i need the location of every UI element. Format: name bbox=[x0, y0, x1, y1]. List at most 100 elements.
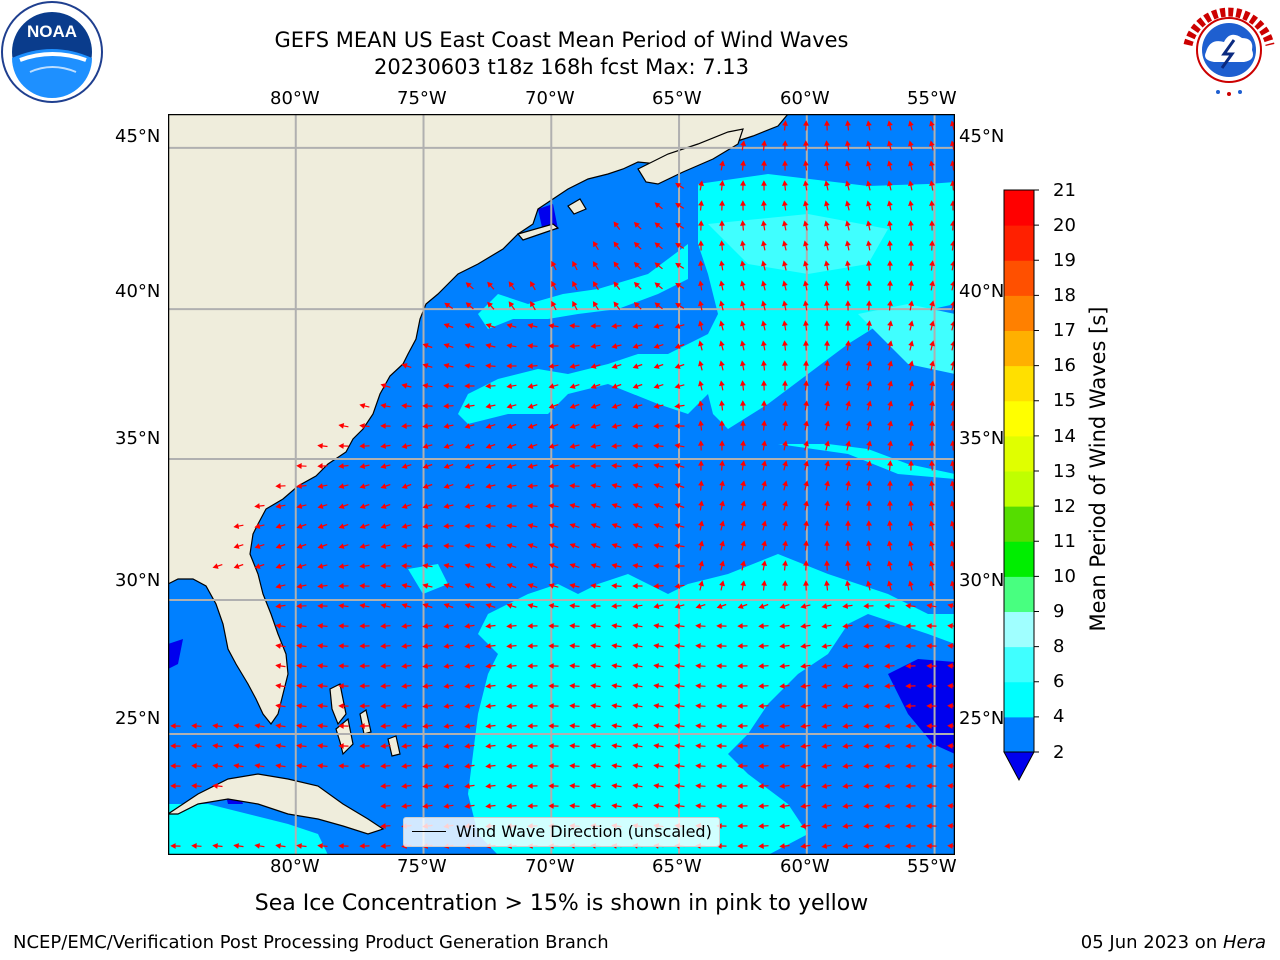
wave-arrow-head bbox=[401, 503, 408, 509]
wave-arrow-head bbox=[698, 300, 704, 307]
wave-arrow-head bbox=[485, 603, 492, 609]
wave-arrow-head bbox=[506, 723, 512, 729]
wave-arrow-head bbox=[866, 140, 872, 147]
wave-arrow-head bbox=[654, 302, 661, 309]
wave-arrow-head bbox=[782, 260, 788, 267]
wave-arrow-head bbox=[444, 302, 451, 309]
wave-arrow-head bbox=[359, 463, 366, 469]
wave-arrow-head bbox=[632, 643, 639, 649]
wave-arrow-head bbox=[737, 743, 743, 749]
wave-arrow-head bbox=[485, 443, 492, 449]
wave-arrow-head bbox=[926, 683, 932, 689]
colorbar-segment bbox=[1004, 225, 1034, 261]
wave-arrow-head bbox=[887, 380, 893, 387]
wave-arrow-head bbox=[887, 140, 893, 147]
wave-arrow-head bbox=[653, 403, 660, 409]
wave-arrow-head bbox=[632, 383, 639, 389]
wave-arrow-head bbox=[275, 643, 282, 649]
wave-arrow-head bbox=[233, 843, 240, 849]
wave-arrow-head bbox=[443, 803, 450, 809]
wave-arrow-head bbox=[338, 623, 344, 629]
wave-arrow-head bbox=[611, 603, 617, 609]
wave-arrow-head bbox=[929, 380, 935, 387]
wave-arrow-head bbox=[485, 363, 491, 369]
wave-arrow-head bbox=[758, 723, 764, 729]
wave-arrow-head bbox=[632, 583, 638, 589]
wave-arrow-head bbox=[590, 743, 596, 749]
wave-arrow-head bbox=[675, 302, 682, 309]
wave-arrow-head bbox=[863, 623, 869, 629]
wave-arrow-head bbox=[359, 643, 365, 649]
wave-arrow-head bbox=[908, 540, 914, 547]
wave-arrow-head bbox=[443, 623, 450, 629]
wave-arrow-head bbox=[633, 281, 640, 288]
wave-arrow-head bbox=[422, 503, 429, 509]
lat-right-40: 40°N bbox=[959, 281, 1005, 302]
wave-arrow-head bbox=[380, 463, 387, 469]
wave-arrow-head bbox=[527, 623, 533, 629]
wave-arrow-head bbox=[569, 723, 575, 729]
wave-arrow-head bbox=[590, 523, 597, 529]
colorbar-segment bbox=[1004, 611, 1034, 648]
wave-arrow-head bbox=[633, 221, 640, 228]
wave-arrow-head bbox=[296, 463, 302, 469]
wave-arrow-head bbox=[464, 643, 471, 649]
svg-text:NOAA: NOAA bbox=[27, 22, 77, 41]
wave-arrow-head bbox=[443, 763, 450, 769]
wave-arrow-head bbox=[653, 783, 660, 789]
wave-arrow-head bbox=[191, 843, 197, 849]
wave-arrow-head bbox=[908, 260, 914, 266]
wave-arrow-head bbox=[275, 523, 282, 529]
wave-arrow-head bbox=[824, 520, 830, 526]
wave-arrow-head bbox=[401, 763, 407, 769]
wave-arrow-head bbox=[254, 503, 260, 509]
wave-arrow-head bbox=[698, 420, 704, 426]
wave-arrow-head bbox=[740, 420, 746, 426]
wave-arrow-head bbox=[695, 643, 701, 649]
wave-arrow-head bbox=[611, 423, 618, 429]
wave-arrow-head bbox=[782, 580, 788, 586]
wave-arrow-head bbox=[611, 463, 617, 469]
wave-arrow-head bbox=[761, 200, 767, 206]
wave-arrow-head bbox=[296, 603, 302, 609]
wave-arrow-head bbox=[464, 703, 471, 709]
wave-arrow-head bbox=[485, 783, 491, 789]
wave-arrow-head bbox=[845, 160, 851, 167]
wave-arrow-head bbox=[929, 560, 935, 567]
wave-arrow-head bbox=[674, 583, 681, 589]
wave-arrow-head bbox=[824, 260, 830, 267]
wave-arrow-head bbox=[863, 723, 869, 729]
wave-arrow-head bbox=[548, 803, 554, 809]
wave-arrow-head bbox=[821, 603, 828, 609]
wave-arrow-head bbox=[317, 523, 324, 529]
wave-arrow-head bbox=[824, 440, 830, 447]
wave-arrow-head bbox=[800, 683, 807, 689]
wave-arrow-head bbox=[761, 180, 767, 186]
colorbar-tick-21: 21 bbox=[1053, 180, 1076, 201]
wave-arrow-head bbox=[275, 563, 282, 569]
wave-arrow-head bbox=[740, 240, 746, 247]
wave-arrow-head bbox=[401, 803, 407, 809]
wave-arrow-head bbox=[782, 440, 788, 447]
wave-arrow-head bbox=[569, 563, 576, 569]
wave-arrow-head bbox=[527, 663, 533, 669]
wave-arrow-head bbox=[926, 783, 932, 789]
wave-arrow-head bbox=[359, 663, 365, 669]
wave-arrow-head bbox=[338, 723, 344, 729]
wave-arrow-head bbox=[800, 723, 807, 729]
wave-arrow-head bbox=[737, 803, 743, 809]
wave-arrow-head bbox=[845, 440, 851, 447]
wave-arrow-head bbox=[548, 743, 554, 749]
wave-arrow-head bbox=[737, 623, 743, 629]
wave-arrow-head bbox=[929, 260, 935, 267]
wave-arrow-head bbox=[296, 483, 302, 489]
wave-arrow-head bbox=[569, 583, 576, 589]
wave-arrow-head bbox=[719, 440, 725, 446]
wave-arrow-head bbox=[863, 603, 869, 609]
wave-arrow-head bbox=[572, 300, 578, 308]
lon-top-65: 65°W bbox=[652, 88, 702, 109]
wave-arrow-head bbox=[674, 323, 681, 329]
wave-arrow-head bbox=[884, 743, 890, 749]
wave-arrow-head bbox=[758, 643, 764, 649]
noaa-logo: NOAA bbox=[0, 0, 104, 104]
